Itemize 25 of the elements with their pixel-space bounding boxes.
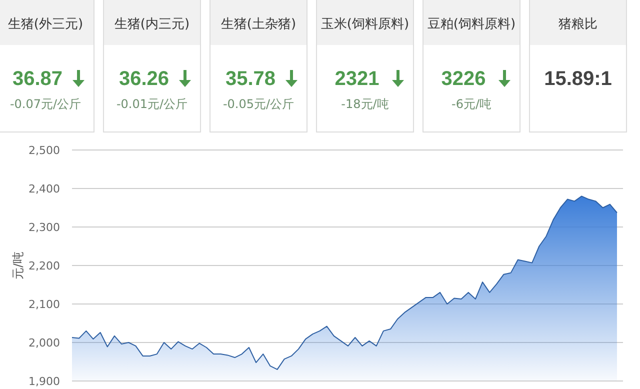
y-tick-label: 2,100 [28,298,60,311]
category-label: 猪粮比 [558,17,598,32]
text: -0.01元/公斤 [116,97,188,111]
text: -18元/吨 [341,97,389,111]
text: 2321 [334,68,380,90]
category-label: 生猪(内三元) [114,17,190,32]
text: 36.26 [118,68,170,90]
y-tick-label: 2,500 [28,144,60,157]
text: 36.87 [12,68,63,90]
y-tick-label: 2,200 [28,259,60,272]
text: -0.07元/公斤 [10,97,82,111]
category-label: 生猪(土杂猪) [220,17,296,32]
text: 15.89:1 [544,68,612,90]
y-tick-label: 2,000 [28,336,60,350]
text: 35.78 [225,68,276,90]
category-label: 豆粕(饲料原料) [427,17,516,32]
text: 3226 [441,68,486,90]
category-label: 玉米(饲料原料) [320,17,410,32]
y-tick-label: 1,900 [28,374,60,388]
text: -6元/吨 [451,97,492,111]
y-tick-label: 2,300 [28,220,60,234]
text: -0.05元/公斤 [222,97,294,111]
category-label: 生猪(外三元) [8,17,84,32]
y-tick-label: 2,400 [28,182,60,196]
y-axis-title: 元/吨 [11,251,25,280]
